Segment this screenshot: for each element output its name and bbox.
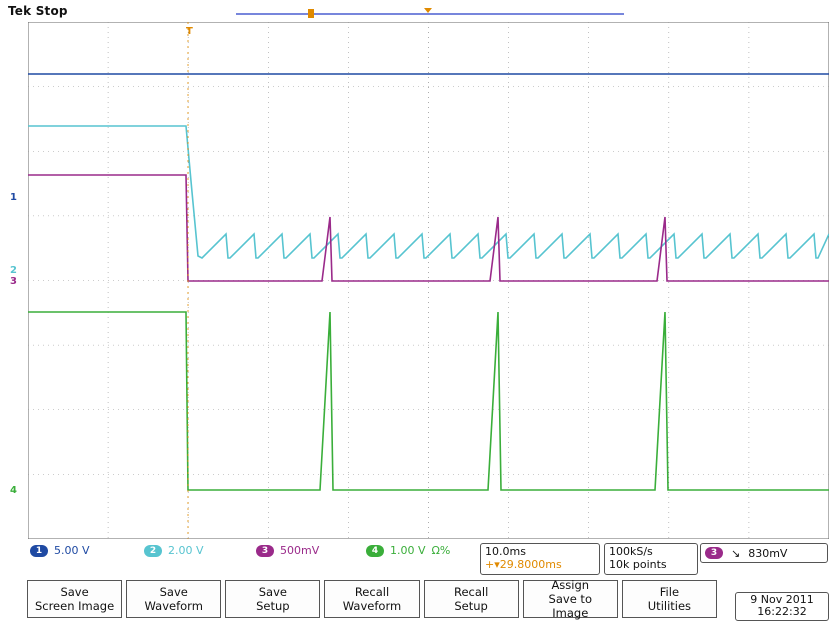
trigger-box[interactable]: 3 ↘ 830mV [700,543,828,563]
waveforms [28,22,829,539]
scope-status-title: Tek Stop [8,4,68,18]
recall-setup-button[interactable]: Recall Setup [423,580,519,618]
datetime-display: 9 Nov 2011 16:22:32 [735,592,829,621]
trigger-position-marker[interactable]: T [186,26,193,37]
save-setup-button[interactable]: Save Setup [225,580,321,618]
trigger-slope-icon: ↘ [731,546,741,560]
date-text: 9 Nov 2011 [750,593,814,606]
trigger-level: 830mV [748,546,788,560]
bottom-menu: Save Screen Image Save Waveform Save Set… [27,578,717,620]
trigger-source: 3 [705,547,723,559]
ch2-waveform [28,125,829,259]
record-length: 10k points [609,558,667,571]
ch4-ground-marker[interactable]: 4 [10,485,17,496]
timebase-scale: 10.0ms [485,545,526,558]
time-text: 16:22:32 [757,605,807,618]
expansion-point-icon [424,8,432,13]
ch3-scale-readout[interactable]: 3 500mV [256,544,319,557]
file-utilities-button[interactable]: File Utilities [621,580,717,618]
graticule [28,22,829,539]
acquisition-box[interactable]: 100kS/s 10k points [604,543,698,575]
recall-waveform-button[interactable]: Recall Waveform [324,580,420,618]
assign-save-button[interactable]: Assign Save to Image [522,578,618,620]
sample-rate: 100kS/s [609,545,653,558]
grid-lines [28,22,829,539]
timebase-position: +▾29.8000ms [485,558,562,571]
save-waveform-button[interactable]: Save Waveform [126,580,222,618]
timebase-box[interactable]: 10.0ms +▾29.8000ms [480,543,600,575]
ch3-ground-marker[interactable]: 3 [10,276,17,287]
record-trigger-icon [308,9,314,18]
ch1-ground-marker[interactable]: 1 [10,192,17,203]
record-view-indicator [236,8,624,18]
ch4-scale-readout[interactable]: 4 1.00 V Ω% [366,544,450,557]
ch2-ground-marker[interactable]: 2 [10,265,17,276]
ch1-scale-readout[interactable]: 1 5.00 V [30,544,90,557]
ch2-scale-readout[interactable]: 2 2.00 V [144,544,204,557]
channel-status-bar: 1 5.00 V 2 2.00 V 3 500mV 4 1.00 V Ω% 10… [26,542,829,576]
save-screen-image-button[interactable]: Save Screen Image [27,580,123,618]
